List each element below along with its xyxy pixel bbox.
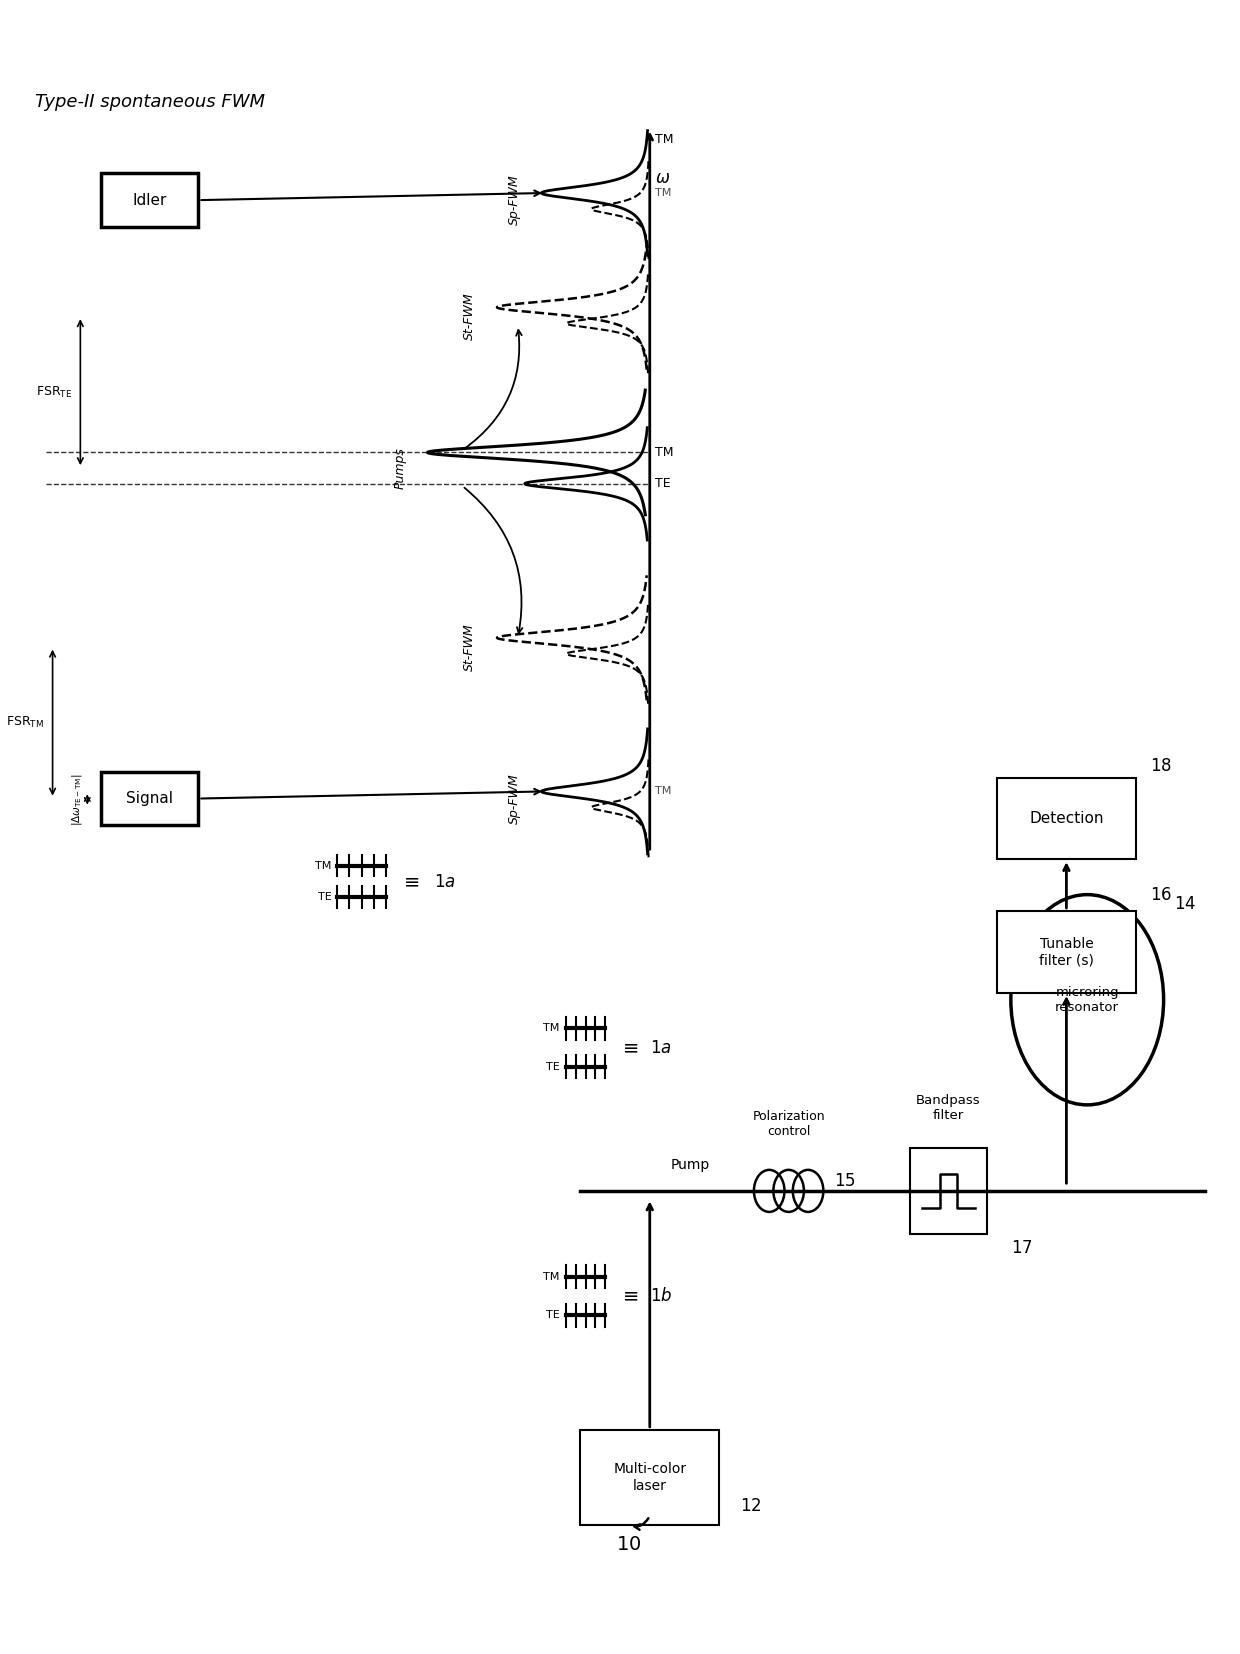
Text: $\equiv$: $\equiv$ bbox=[619, 1287, 639, 1305]
Text: $\it{18}$: $\it{18}$ bbox=[1149, 756, 1172, 774]
Text: TM: TM bbox=[655, 134, 673, 146]
Text: Multi-color
laser: Multi-color laser bbox=[614, 1462, 686, 1492]
Text: Pump: Pump bbox=[671, 1158, 709, 1171]
Text: $\it{17}$: $\it{17}$ bbox=[1011, 1239, 1033, 1257]
Text: Bandpass
filter: Bandpass filter bbox=[916, 1093, 981, 1121]
Text: $\it{10}$: $\it{10}$ bbox=[616, 1535, 641, 1555]
Bar bbox=[102, 772, 198, 825]
Text: Signal: Signal bbox=[126, 791, 174, 805]
Text: TM: TM bbox=[543, 1272, 559, 1282]
Text: TE: TE bbox=[546, 1062, 559, 1072]
Text: Polarization
control: Polarization control bbox=[753, 1110, 825, 1138]
Text: $\it{12}$: $\it{12}$ bbox=[740, 1497, 761, 1515]
Text: $\it{1a}$: $\it{1a}$ bbox=[434, 873, 456, 890]
Bar bbox=[997, 911, 1136, 992]
Bar bbox=[580, 1429, 719, 1525]
Text: Sp-FWM: Sp-FWM bbox=[507, 772, 521, 824]
Text: TM: TM bbox=[315, 860, 332, 870]
Bar bbox=[102, 174, 198, 227]
Text: TM: TM bbox=[543, 1024, 559, 1034]
Text: TE: TE bbox=[317, 892, 332, 901]
Text: $\equiv$: $\equiv$ bbox=[619, 1039, 639, 1057]
Text: TM: TM bbox=[655, 447, 673, 458]
Text: $\it{15}$: $\it{15}$ bbox=[833, 1173, 856, 1191]
Text: $\it{1a}$: $\it{1a}$ bbox=[650, 1039, 671, 1057]
Text: FSR$_{\mathrm{TM}}$: FSR$_{\mathrm{TM}}$ bbox=[6, 715, 45, 729]
Text: TM: TM bbox=[655, 189, 672, 198]
Text: TE: TE bbox=[546, 1310, 559, 1320]
Text: Idler: Idler bbox=[133, 192, 167, 208]
Text: Pumps: Pumps bbox=[394, 447, 407, 490]
Text: microring
resonator: microring resonator bbox=[1055, 986, 1120, 1014]
Text: $\omega$: $\omega$ bbox=[655, 169, 671, 187]
Bar bbox=[910, 1148, 987, 1234]
Text: $\equiv$: $\equiv$ bbox=[399, 872, 420, 892]
Text: Type-II spontaneous FWM: Type-II spontaneous FWM bbox=[35, 93, 265, 111]
Text: FSR$_{\mathrm{TE}}$: FSR$_{\mathrm{TE}}$ bbox=[36, 385, 72, 400]
Text: St-FWM: St-FWM bbox=[464, 624, 476, 670]
Text: Tunable
filter (s): Tunable filter (s) bbox=[1039, 936, 1094, 968]
Text: $|\Delta\omega_{\mathrm{TE-TM}}|$: $|\Delta\omega_{\mathrm{TE-TM}}|$ bbox=[69, 772, 84, 825]
Text: Detection: Detection bbox=[1029, 810, 1104, 825]
Text: $\it{14}$: $\it{14}$ bbox=[1174, 895, 1197, 913]
Text: $\it{1b}$: $\it{1b}$ bbox=[650, 1287, 672, 1305]
Text: TE: TE bbox=[655, 478, 671, 490]
Bar bbox=[997, 777, 1136, 858]
Text: $\it{16}$: $\it{16}$ bbox=[1149, 885, 1172, 903]
Text: St-FWM: St-FWM bbox=[464, 293, 476, 341]
Text: TM: TM bbox=[655, 786, 672, 797]
Text: Sp-FWM: Sp-FWM bbox=[507, 175, 521, 225]
